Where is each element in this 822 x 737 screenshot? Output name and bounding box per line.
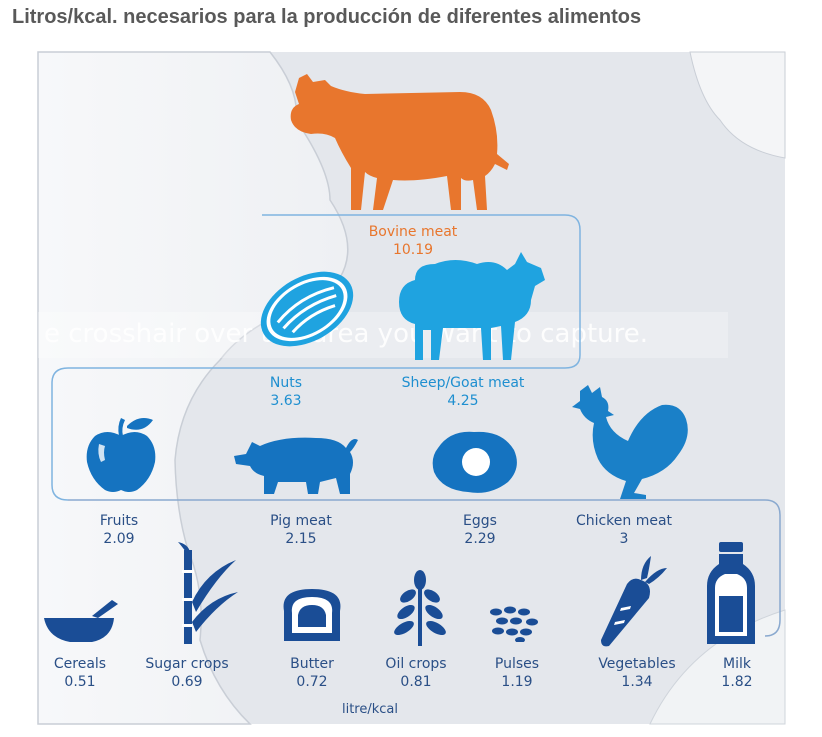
carrot-icon xyxy=(601,556,667,647)
chicken-icon xyxy=(572,385,688,499)
item-value: 4.25 xyxy=(447,393,479,409)
sugarcane-icon xyxy=(178,542,238,644)
overlay-banner xyxy=(38,312,728,358)
label-chicken-meat: Chicken meat 3 xyxy=(576,512,672,548)
item-name: Pulses xyxy=(494,656,540,672)
milk-bottle-icon xyxy=(707,542,755,644)
item-name: Pig meat xyxy=(270,513,332,529)
label-butter: Butter 0.72 xyxy=(290,655,334,691)
nut-icon xyxy=(260,271,354,347)
overlay-text: e crosshair over the area you want to ca… xyxy=(44,319,648,349)
label-pig-meat: Pig meat 2.15 xyxy=(270,512,332,548)
label-sheep-goat-meat: Sheep/Goat meat 4.25 xyxy=(402,374,525,410)
item-value: 3.63 xyxy=(270,393,302,409)
pulses-icon xyxy=(490,606,538,642)
item-name: Oil crops xyxy=(385,656,447,672)
item-value: 1.82 xyxy=(721,674,753,690)
item-value: 3 xyxy=(619,531,629,547)
item-value: 1.34 xyxy=(621,674,653,690)
item-name: Sheep/Goat meat xyxy=(401,375,525,391)
item-value: 1.19 xyxy=(501,674,533,690)
item-value: 2.15 xyxy=(285,531,317,547)
item-value: 0.81 xyxy=(400,674,432,690)
label-eggs: Eggs 2.29 xyxy=(463,512,497,548)
item-value: 0.69 xyxy=(171,674,203,690)
item-name: Sugar crops xyxy=(145,656,229,672)
egg-icon xyxy=(432,431,517,493)
bracket-middle xyxy=(68,499,781,637)
item-name: Nuts xyxy=(269,375,303,391)
map-silhouette-right xyxy=(689,51,786,159)
unit-label: litre/kcal xyxy=(341,702,398,717)
label-vegetables: Vegetables 1.34 xyxy=(598,655,675,691)
label-bovine-meat: Bovine meat 10.19 xyxy=(369,223,458,259)
label-nuts: Nuts 3.63 xyxy=(270,374,302,410)
apple-icon xyxy=(86,418,156,492)
oil-crop-icon xyxy=(394,570,446,646)
label-sugar-crops: Sugar crops 0.69 xyxy=(145,655,228,691)
label-pulses: Pulses 1.19 xyxy=(495,655,539,691)
item-name: Eggs xyxy=(463,513,497,529)
item-value: 2.09 xyxy=(103,531,135,547)
item-value: 10.19 xyxy=(392,242,434,258)
item-value: 0.51 xyxy=(64,674,96,690)
label-milk: Milk 1.82 xyxy=(721,655,752,691)
item-name: Butter xyxy=(290,656,334,672)
item-value: 2.29 xyxy=(464,531,496,547)
label-fruits: Fruits 2.09 xyxy=(100,512,138,548)
item-name: Chicken meat xyxy=(575,513,673,529)
bowl-icon xyxy=(44,600,118,642)
item-name: Cereals xyxy=(53,656,107,672)
item-name: Bovine meat xyxy=(368,224,458,240)
label-cereals: Cereals 0.51 xyxy=(54,655,106,691)
label-oil-crops: Oil crops 0.81 xyxy=(385,655,446,691)
bracket-top xyxy=(51,214,581,501)
item-name: Milk xyxy=(723,656,751,672)
item-name: Vegetables xyxy=(598,656,676,672)
item-name: Fruits xyxy=(99,513,139,529)
item-value: 0.72 xyxy=(296,674,328,690)
sheep-icon xyxy=(399,252,545,360)
page-title: Litros/kcal. necesarios para la producci… xyxy=(12,6,642,28)
butter-icon xyxy=(283,589,341,641)
pig-icon xyxy=(234,437,358,494)
cow-icon xyxy=(290,74,509,210)
